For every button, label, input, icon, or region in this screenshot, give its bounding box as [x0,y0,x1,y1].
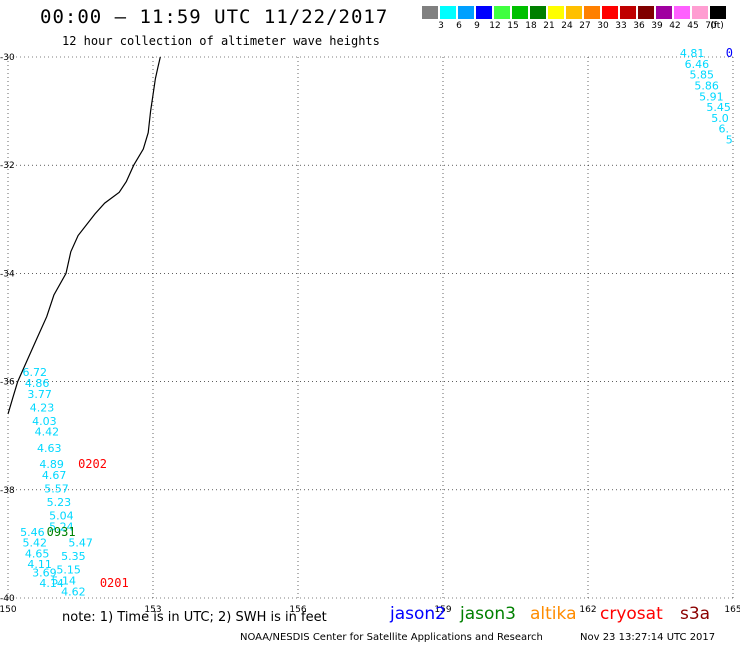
scale-label: 9 [474,21,480,31]
wave-height-value: 4.63 [37,442,62,455]
scale-swatch [584,6,600,19]
pass-time-label: 0202 [78,457,107,471]
wave-height-value: 5.45 [706,101,731,114]
wave-height-value: 3.77 [27,388,52,401]
scale-label: 70 [705,21,717,31]
scale-swatch [440,6,456,19]
scale-swatch [692,6,708,19]
scale-swatch [638,6,654,19]
wave-height-value: 4.89 [39,458,64,471]
wave-height-value: 4.03 [32,415,57,428]
wave-height-value: 5 [726,134,733,147]
wave-height-value: 4.14 [39,577,64,590]
wave-height-value: 4.62 [61,585,86,598]
scale-swatch [620,6,636,19]
lon-tick-label: 165 [724,605,740,615]
units-note: note: 1) Time is in UTC; 2) SWH is in fe… [62,610,327,625]
wave-height-value: 6.46 [685,58,710,71]
scale-label: 21 [543,21,555,31]
pass-time-label: 0 [726,46,733,60]
wave-height-value: 5.47 [68,537,93,550]
scale-swatch [530,6,546,19]
scale-swatch [674,6,690,19]
scale-swatch [422,6,438,19]
scale-label: 36 [633,21,645,31]
wave-height-value: 5.04 [49,510,73,523]
lat-tick-label: -30 [0,53,15,63]
pass-time-label: 0201 [100,576,129,590]
wave-height-value: 5.91 [699,90,724,103]
scale-label: 33 [615,21,627,31]
map-axes: 150 153 156 159 162 165 -30 -32 -34 -36 -38 -40 [0,53,740,615]
wave-height-value: 5.23 [47,496,72,509]
scale-swatch [566,6,582,19]
lat-tick-label: -38 [0,486,15,496]
lat-tick-label: -34 [0,269,15,279]
wave-height-value: 5.46 [20,526,45,539]
wave-height-value: 5.42 [23,537,48,550]
scale-swatch [602,6,618,19]
wave-height-value: 4.81 [680,47,705,60]
wave-height-value: 5.15 [56,564,80,577]
lat-tick-label: -40 [0,594,15,604]
lon-tick-label: 159 [434,605,451,615]
wave-height-value: 4.23 [30,401,55,414]
wave-height-value: 5.35 [61,550,86,563]
lat-tick-label: -36 [0,378,15,388]
wave-height-value: 6. [719,123,730,136]
scale-label: 45 [687,21,699,31]
map-grid [7,56,734,599]
scale-label: 12 [489,21,501,31]
scale-swatch [548,6,564,19]
scale-label: 15 [507,21,519,31]
scale-label: 42 [669,21,681,31]
scale-swatch [458,6,474,19]
coastline [7,56,161,415]
wave-height-value: 5.0 [711,112,729,125]
satellite-legend-item: jason3 [460,604,516,624]
page-title: 00:00 — 11:59 UTC 11/22/2017 [40,6,389,28]
wave-height-value: 5.14 [52,574,77,587]
scale-swatch [656,6,672,19]
page-subtitle: 12 hour collection of altimeter wave hei… [62,34,380,48]
scale-label: 18 [525,21,537,31]
scale-unit: (ft) [710,21,724,31]
wave-height-value: 4.11 [27,558,52,571]
wave-height-value: 6.72 [23,366,48,379]
wave-height-value: 5.24 [49,520,73,533]
scale-swatch [710,6,726,19]
scale-label: 30 [597,21,609,31]
wave-height-value: 5.57 [44,483,69,496]
scale-label: 39 [651,21,663,31]
scale-swatch [494,6,510,19]
pass-time-labels: 0202 0931 0201 0 [47,46,733,590]
satellite-legend-item: jason2 [390,604,446,624]
lat-tick-label: -32 [0,161,15,171]
lon-tick-label: 156 [289,605,306,615]
wave-height-value: 4.42 [35,426,60,439]
scale-label: 6 [456,21,462,31]
lon-tick-label: 150 [0,605,17,615]
lon-tick-label: 162 [579,605,596,615]
pass-time-label: 0931 [47,525,76,539]
wave-height-value: 4.65 [25,547,49,560]
wave-height-value: 4.67 [42,469,66,482]
scale-label: 3 [438,21,444,31]
credit-line: NOAA/NESDIS Center for Satellite Applica… [240,632,543,643]
satellite-legend-item: altika [530,604,577,624]
lon-tick-label: 153 [144,605,161,615]
wave-readings: 6.724.863.774.234.034.42 4.63 4.894.675.57… [20,47,733,598]
wave-height-value: 3.69 [32,566,57,579]
generated-timestamp: Nov 23 13:27:14 UTC 2017 [580,632,716,643]
scale-swatch [512,6,528,19]
scale-swatch [476,6,492,19]
wave-height-value: 5.86 [694,79,719,92]
scale-label: 24 [561,21,573,31]
wave-height-value: 4.86 [25,377,49,390]
scale-label: 27 [579,21,591,31]
satellite-legend-item: cryosat [600,604,663,624]
wave-height-value: 5.85 [690,69,715,82]
satellite-legend-item: s3a [680,604,711,624]
